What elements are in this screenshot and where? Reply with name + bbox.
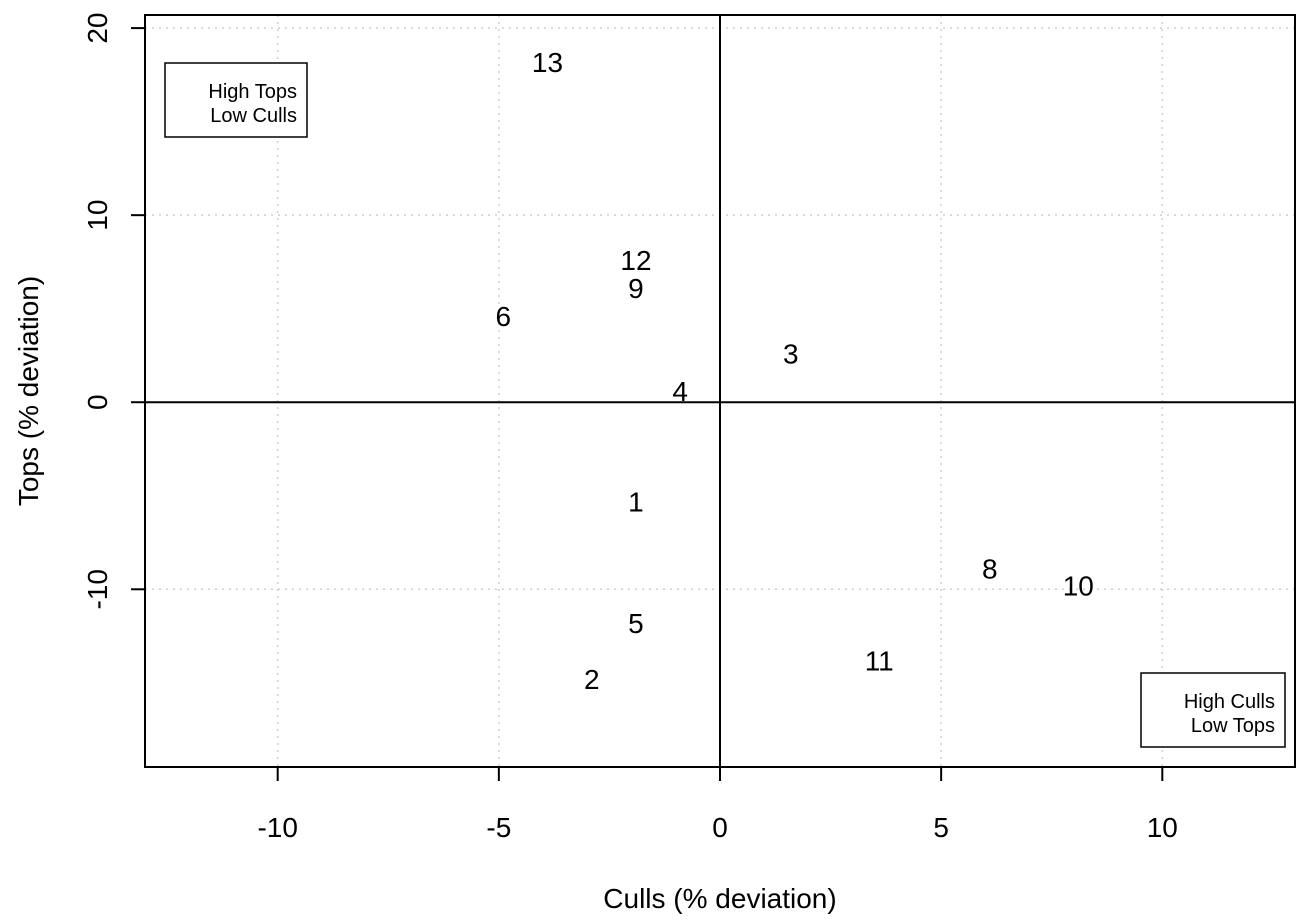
- point-label: 3: [783, 339, 799, 370]
- point-label: 8: [982, 554, 998, 585]
- point-label: 2: [584, 664, 600, 695]
- x-tick-label: -5: [486, 812, 511, 843]
- y-tick-label: 0: [82, 394, 113, 410]
- point-label: 11: [865, 645, 894, 676]
- point-label: 1: [628, 486, 644, 517]
- y-axis-title: Tops (% deviation): [13, 276, 44, 506]
- note-line: High Tops: [208, 81, 297, 103]
- point-label: 6: [495, 301, 511, 332]
- note-box: [164, 62, 308, 138]
- point-label: 10: [1063, 571, 1094, 602]
- x-tick-label: 0: [712, 812, 728, 843]
- point-label: 12: [620, 245, 651, 276]
- x-axis-title: Culls (% deviation): [603, 883, 836, 914]
- y-tick-label: 10: [82, 200, 113, 231]
- point-label: 5: [628, 608, 644, 639]
- note-line: High Culls: [1184, 691, 1275, 713]
- reference-lines: [145, 15, 1295, 767]
- point-labels: 13 129 6 3 4 1 8 10 5 11 2: [495, 47, 1093, 695]
- note-box: [1140, 672, 1286, 748]
- point-label: 13: [532, 47, 563, 78]
- x-tick-label: 10: [1147, 812, 1178, 843]
- y-tick-label: -10: [82, 569, 113, 609]
- x-tick-label: -10: [257, 812, 297, 843]
- axis-ticks: -10 -5 0 5 10 -10 0 10 20: [82, 13, 1178, 843]
- note-line: Low Culls: [210, 105, 297, 127]
- x-tick-label: 5: [933, 812, 949, 843]
- point-label: 4: [672, 376, 688, 407]
- note-line: Low Tops: [1191, 715, 1275, 737]
- y-tick-label: 20: [82, 13, 113, 44]
- point-label: 9: [628, 273, 644, 304]
